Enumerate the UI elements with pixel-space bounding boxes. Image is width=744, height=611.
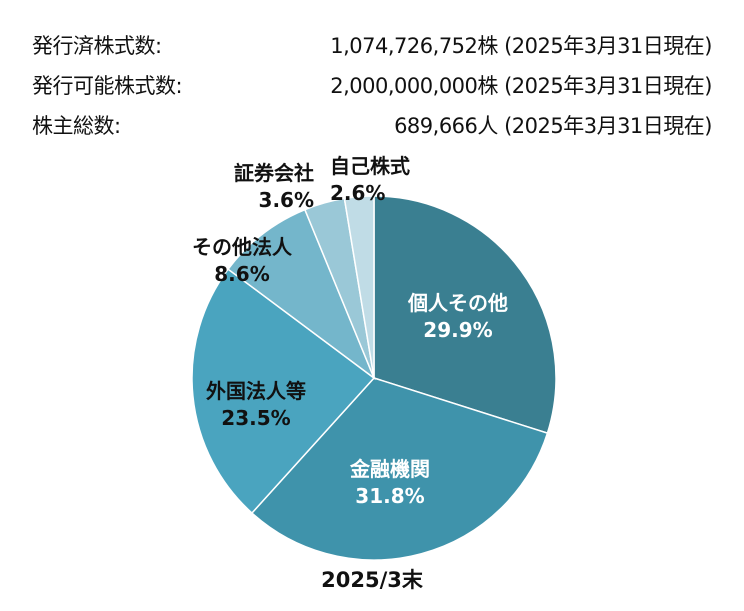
slice-label-treasury-stock: 自己株式 2.6% (330, 153, 430, 207)
slice-label-financial: 金融機関 31.8% (330, 456, 450, 510)
issued-shares-value: 1,074,726,752株 (2025年3月31日現在) (330, 34, 712, 58)
shareholders-value: 689,666人 (2025年3月31日現在) (394, 114, 712, 138)
slice-name: 自己株式 (330, 154, 410, 178)
slice-name: 金融機関 (350, 457, 430, 481)
slice-label-securities: 証券会社 3.6% (214, 160, 314, 214)
slice-value: 8.6% (214, 262, 270, 286)
pie-slice (250, 377, 549, 561)
slice-label-other-corporations: その他法人 8.6% (172, 234, 312, 288)
pie-slice (343, 195, 375, 379)
slice-name: 個人その他 (408, 291, 508, 315)
slice-label-individuals: 個人その他 29.9% (398, 290, 518, 344)
slice-value: 31.8% (355, 484, 425, 508)
slice-name: 外国法人等 (206, 379, 306, 403)
slice-name: その他法人 (192, 235, 292, 259)
shareholders-row: 株主総数: 689,666人 (2025年3月31日現在) (32, 110, 712, 150)
slice-value: 3.6% (258, 188, 314, 212)
shareholders-label: 株主総数: (32, 114, 121, 138)
pie-slice (227, 208, 376, 381)
pie-slice (191, 268, 376, 515)
slice-label-foreign: 外国法人等 23.5% (196, 378, 316, 432)
authorized-shares-label: 発行可能株式数: (32, 74, 183, 98)
share-info: 発行済株式数: 1,074,726,752株 (2025年3月31日現在) 発行… (32, 30, 712, 150)
slice-value: 23.5% (221, 406, 291, 430)
chart-caption: 2025/3末 (321, 568, 423, 592)
slice-value: 2.6% (330, 181, 386, 205)
slice-value: 29.9% (423, 318, 493, 342)
issued-shares-label: 発行済株式数: (32, 34, 162, 58)
issued-shares-row: 発行済株式数: 1,074,726,752株 (2025年3月31日現在) (32, 30, 712, 70)
authorized-shares-value: 2,000,000,000株 (2025年3月31日現在) (330, 74, 712, 98)
slice-name: 証券会社 (234, 161, 314, 185)
authorized-shares-row: 発行可能株式数: 2,000,000,000株 (2025年3月31日現在) (32, 70, 712, 110)
pie-slice (373, 195, 557, 435)
